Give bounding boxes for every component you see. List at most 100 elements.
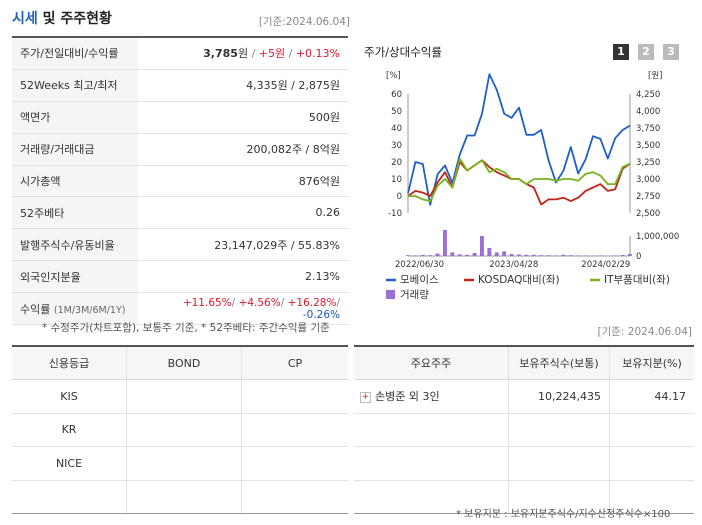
table-row: NICE bbox=[12, 446, 348, 481]
volume-bar bbox=[428, 255, 433, 256]
price-change: +5원 bbox=[258, 47, 286, 61]
col-header: 보유지분(%) bbox=[609, 345, 694, 380]
volume-bar bbox=[598, 255, 603, 256]
legend-label: IT부품대비(좌) bbox=[604, 274, 670, 286]
chart-tab-1[interactable]: 1 bbox=[613, 44, 629, 60]
volume-bar bbox=[502, 251, 507, 256]
footnote-right: * 보유지분 : 보유지분주식수/지수산정주식수×100 bbox=[456, 509, 671, 520]
plus-icon[interactable]: + bbox=[360, 391, 371, 403]
table-row[interactable]: + 손병준 외 3인 10,224,435 44.17 bbox=[354, 379, 694, 414]
row-label: 외국인지분율 bbox=[12, 260, 138, 294]
volume-bar bbox=[554, 255, 558, 256]
row-label: 발행주식수/유동비율 bbox=[12, 228, 138, 262]
table-row: 52Weeks 최고/최저 4,335원 / 2,875원 bbox=[12, 69, 348, 102]
left-tick-label: 20 bbox=[391, 158, 402, 168]
separator: / bbox=[280, 296, 288, 309]
volume-bar bbox=[613, 255, 618, 256]
row-label: 수익률 (1M/3M/6M/1Y) bbox=[12, 292, 138, 326]
left-axis-unit: [%] bbox=[386, 71, 401, 81]
col-header: BOND bbox=[126, 345, 242, 380]
volume-bar bbox=[494, 252, 499, 256]
volume-bar bbox=[583, 255, 588, 256]
table-row: 주가/전일대비/수익률 3,785원 / +5원 / +0.13% bbox=[12, 35, 348, 70]
cp-cell bbox=[241, 413, 348, 447]
chart-tab-3[interactable]: 3 bbox=[663, 44, 679, 60]
price-table: 주가/전일대비/수익률 3,785원 / +5원 / +0.13% 52Week… bbox=[12, 35, 348, 326]
separator: / bbox=[231, 296, 239, 309]
volume-bar bbox=[435, 253, 440, 256]
agency-cell bbox=[12, 480, 127, 514]
volume-bar bbox=[576, 255, 581, 256]
separator: / bbox=[248, 47, 259, 61]
price-change-pct: +0.13% bbox=[295, 47, 340, 61]
volume-bar bbox=[628, 254, 632, 256]
volume-bar bbox=[443, 230, 447, 256]
price-return-chart: [%] [원] 60 50 40 30 20 10 0 -10 4,250 4,000 3,750… bbox=[386, 71, 679, 301]
section-title: 시세 및 주주현황 bbox=[12, 8, 112, 28]
row-label: 시가총액 bbox=[12, 165, 138, 198]
right-tick-label: 3,500 bbox=[636, 141, 660, 151]
bond-cell bbox=[126, 379, 242, 414]
table-row: 발행주식수/유동비율 23,147,029주 / 55.83% bbox=[12, 228, 348, 262]
x-tick-label: 2022/06/30 bbox=[395, 260, 444, 270]
cp-cell bbox=[241, 379, 348, 414]
left-tick-label: 30 bbox=[391, 141, 402, 151]
holder-name-cell[interactable]: + 손병준 외 3인 bbox=[354, 379, 509, 414]
volume-bar bbox=[531, 254, 536, 256]
right-tick-label: 4,250 bbox=[636, 90, 660, 100]
row-label: 액면가 bbox=[12, 101, 138, 134]
left-tick-label: 60 bbox=[391, 90, 402, 100]
table-row: KIS bbox=[12, 379, 348, 414]
return-6m: +16.28% bbox=[287, 296, 337, 309]
price-unit: 원 bbox=[237, 47, 249, 61]
row-value: 23,147,029주 / 55.83% bbox=[138, 228, 348, 262]
volume-tick-label: 0 bbox=[636, 252, 641, 262]
left-tick-label: 50 bbox=[391, 107, 402, 117]
col-header: CP bbox=[241, 345, 348, 380]
table-row: 거래량/거래대금 200,082주 / 8억원 bbox=[12, 133, 348, 166]
major-holders-table: 주요주주 보유주식수(보통) 보유지분(%) + 손병준 외 3인 10,224,… bbox=[354, 345, 694, 514]
series-line bbox=[408, 157, 631, 203]
volume-bar bbox=[546, 255, 551, 256]
volume-bar bbox=[406, 255, 410, 256]
holder-name: 손병준 외 3인 bbox=[375, 390, 440, 404]
right-tick-label: 3,250 bbox=[636, 158, 660, 168]
volume-bar bbox=[509, 254, 514, 256]
row-value: 876억원 bbox=[138, 165, 348, 198]
row-label: 거래량/거래대금 bbox=[12, 133, 138, 166]
bond-cell bbox=[126, 413, 242, 447]
left-tick-label: 10 bbox=[391, 175, 402, 185]
row-label: 52Weeks 최고/최저 bbox=[12, 69, 138, 102]
legend-swatch bbox=[386, 290, 395, 299]
legend-label: KOSDAQ대비(좌) bbox=[478, 274, 560, 286]
chart-tab-2[interactable]: 2 bbox=[638, 44, 654, 60]
table-row: 액면가 500원 bbox=[12, 101, 348, 134]
title-main: 시세 bbox=[12, 11, 38, 27]
separator: / bbox=[336, 296, 340, 309]
return-1y: -0.26% bbox=[302, 308, 340, 321]
volume-bar bbox=[465, 254, 470, 256]
x-tick-label: 2023/04/28 bbox=[489, 260, 538, 270]
row-value: 0.26 bbox=[138, 196, 348, 230]
legend-label: 모베이스 bbox=[400, 274, 439, 286]
row-value: 200,082주 / 8억원 bbox=[138, 133, 348, 166]
right-tick-label: 4,000 bbox=[636, 107, 660, 117]
chart-title: 주가/상대수익률 bbox=[364, 45, 442, 59]
base-date-top: [기준:2024.06.04] bbox=[258, 16, 350, 28]
right-tick-label: 2,500 bbox=[636, 209, 660, 219]
volume-bar bbox=[517, 254, 521, 256]
series-line bbox=[407, 73, 631, 206]
col-header: 신용등급 bbox=[12, 345, 127, 380]
volume-bar bbox=[568, 255, 573, 256]
holder-shares: 10,224,435 bbox=[508, 379, 610, 414]
return-3m: +4.56% bbox=[238, 296, 281, 309]
row-value: 500원 bbox=[138, 101, 348, 134]
title-rest: 및 주주현황 bbox=[37, 11, 112, 27]
bond-cell bbox=[126, 446, 242, 481]
returns-value: +11.65%/ +4.56%/ +16.28%/ -0.26% bbox=[138, 292, 348, 326]
cp-cell bbox=[241, 480, 348, 514]
table-header-row: 주요주주 보유주식수(보통) 보유지분(%) bbox=[354, 345, 694, 380]
x-tick-label: 2024/02/29 bbox=[581, 260, 630, 270]
table-row bbox=[354, 413, 694, 447]
volume-bar bbox=[487, 248, 492, 256]
